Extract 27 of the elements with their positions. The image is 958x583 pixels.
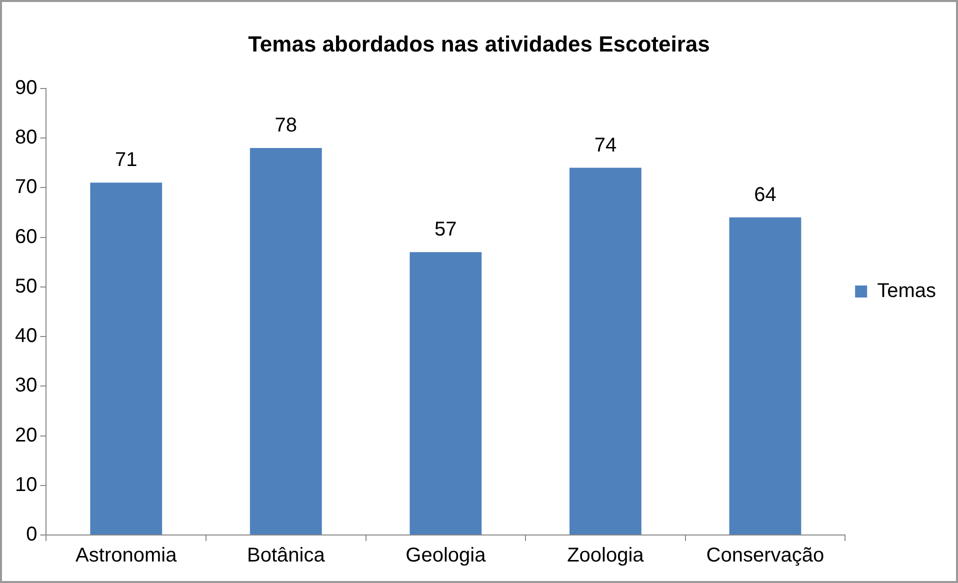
y-tick-label: 50 bbox=[14, 275, 38, 298]
y-tick-label: 70 bbox=[14, 176, 38, 198]
data-label: 71 bbox=[115, 149, 138, 172]
x-tick-label: Astronomia bbox=[76, 544, 178, 567]
data-label: 64 bbox=[754, 184, 776, 206]
chart-title: Temas abordados nas atividades Escoteiras bbox=[248, 31, 710, 56]
y-tick-label: 10 bbox=[14, 474, 38, 496]
bar bbox=[569, 168, 642, 534]
y-tick-label: 90 bbox=[14, 76, 38, 99]
bar bbox=[729, 217, 802, 534]
data-label: 78 bbox=[274, 114, 298, 136]
y-tick-label: 30 bbox=[14, 374, 38, 397]
x-tick-label: Zoologia bbox=[567, 544, 645, 567]
bar bbox=[250, 148, 322, 534]
y-tick-label: 80 bbox=[14, 126, 38, 149]
y-tick-label: 60 bbox=[14, 226, 38, 248]
bar bbox=[90, 182, 162, 534]
y-tick-label: 0 bbox=[26, 524, 38, 546]
x-tick-label: Geologia bbox=[406, 544, 487, 567]
legend-label: Temas bbox=[877, 280, 936, 302]
data-label: 57 bbox=[434, 218, 457, 241]
x-tick-label: Conservação bbox=[706, 544, 824, 567]
y-tick-label: 20 bbox=[14, 424, 38, 446]
bar bbox=[410, 252, 482, 534]
data-label: 74 bbox=[594, 134, 617, 156]
y-tick-label: 40 bbox=[14, 325, 38, 348]
x-tick-label: Botânica bbox=[246, 544, 326, 567]
